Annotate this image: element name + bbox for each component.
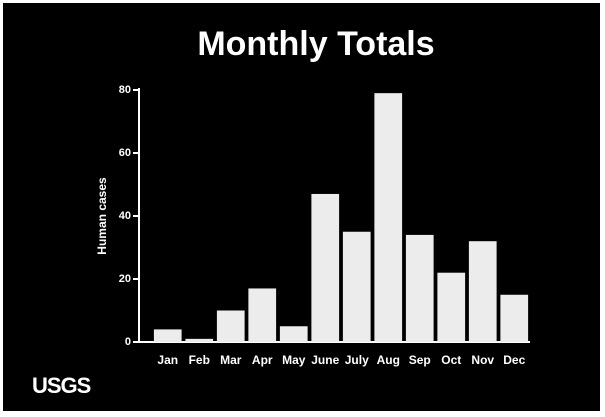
bar (311, 193, 340, 342)
chart-title: Monthly Totals (197, 25, 434, 63)
bar (500, 294, 529, 342)
x-tick-label: Mar (220, 353, 242, 367)
y-tick-label: 80 (119, 84, 131, 96)
x-tick-label: June (311, 353, 339, 367)
bar (248, 288, 277, 342)
x-tick-label: Aug (377, 353, 400, 367)
x-tick-label: Dec (503, 353, 525, 367)
bar (153, 329, 182, 342)
bar (374, 93, 403, 343)
bar (216, 310, 245, 342)
x-tick-label: July (345, 353, 369, 367)
bar (437, 272, 466, 342)
x-tick-label: Feb (189, 353, 210, 367)
y-tick-label: 40 (119, 210, 131, 222)
y-tick-label: 60 (119, 147, 131, 159)
y-tick-label: 20 (119, 273, 131, 285)
bar (468, 241, 497, 342)
x-tick-label: May (282, 353, 306, 367)
bar (279, 326, 308, 342)
x-tick-label: Jan (157, 353, 178, 367)
y-axis-label: Human cases (95, 177, 109, 255)
x-tick-label: Sep (409, 353, 431, 367)
x-tick-label: Apr (252, 353, 273, 367)
bar (185, 338, 214, 342)
bar (342, 231, 371, 342)
x-tick-label: Oct (441, 353, 461, 367)
slide-background (3, 3, 600, 411)
bar (405, 234, 434, 342)
logo: USGS (32, 373, 91, 398)
y-tick-label: 0 (125, 336, 131, 348)
x-tick-label: Nov (471, 353, 494, 367)
